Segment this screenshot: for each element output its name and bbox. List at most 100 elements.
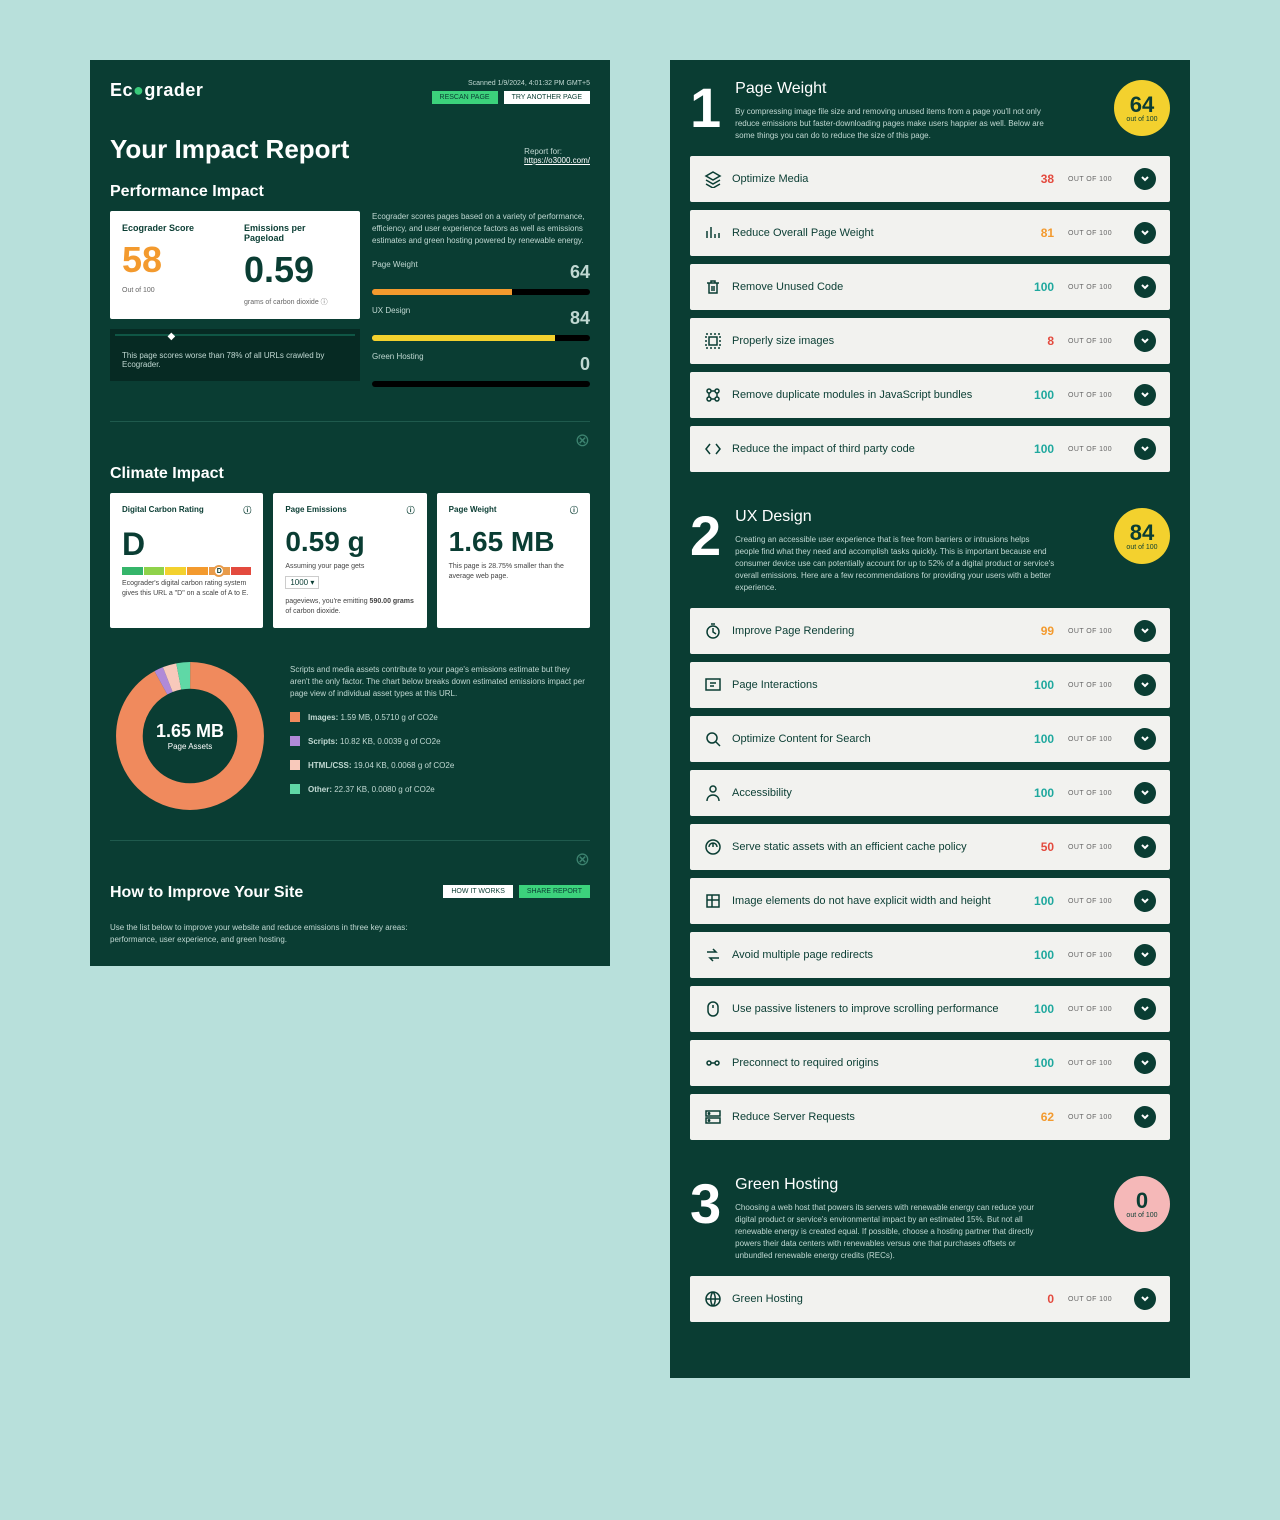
recommendation-row[interactable]: Green Hosting 0 OUT OF 100 xyxy=(690,1276,1170,1322)
expand-arrow-icon[interactable] xyxy=(1134,384,1156,406)
code-icon xyxy=(704,440,722,458)
recommendation-label: Serve static assets with an efficient ca… xyxy=(732,841,1031,853)
expand-arrow-icon[interactable] xyxy=(1134,330,1156,352)
try-another-button[interactable]: TRY ANOTHER PAGE xyxy=(504,91,590,104)
recommendation-score: 100 xyxy=(1034,388,1054,402)
recommendation-row[interactable]: Improve Page Rendering 99 OUT OF 100 xyxy=(690,608,1170,654)
crawl-note: ◆ This page scores worse than 78% of all… xyxy=(110,329,360,381)
expand-arrow-icon[interactable] xyxy=(1134,890,1156,912)
recommendation-row[interactable]: Reduce Overall Page Weight 81 OUT OF 100 xyxy=(690,210,1170,256)
carbon-rating-card: Digital Carbon Ratingⓘ D D Ecograder's d… xyxy=(110,493,263,628)
dims-icon xyxy=(704,892,722,910)
recommendation-row[interactable]: Reduce Server Requests 62 OUT OF 100 xyxy=(690,1094,1170,1140)
recommendation-score: 99 xyxy=(1041,624,1054,638)
recommendation-label: Remove duplicate modules in JavaScript b… xyxy=(732,389,1024,401)
recommendation-label: Use passive listeners to improve scrolli… xyxy=(732,1003,1024,1015)
server-icon xyxy=(704,1108,722,1126)
recommendation-row[interactable]: Properly size images 8 OUT OF 100 xyxy=(690,318,1170,364)
expand-arrow-icon[interactable] xyxy=(1134,1106,1156,1128)
score-label: Ecograder Score xyxy=(122,223,226,233)
donut-label: Page Assets xyxy=(168,742,212,751)
recommendation-row[interactable]: Optimize Content for Search 100 OUT OF 1… xyxy=(690,716,1170,762)
how-it-works-button[interactable]: HOW IT WORKS xyxy=(443,885,513,898)
expand-arrow-icon[interactable] xyxy=(1134,674,1156,696)
expand-arrow-icon[interactable] xyxy=(1134,944,1156,966)
recommendation-label: Page Interactions xyxy=(732,679,1024,691)
preconnect-icon xyxy=(704,1054,722,1072)
recommendation-score: 81 xyxy=(1041,226,1054,240)
recommendation-row[interactable]: Reduce the impact of third party code 10… xyxy=(690,426,1170,472)
expand-arrow-icon[interactable] xyxy=(1134,836,1156,858)
report-url-link[interactable]: https://o3000.com/ xyxy=(524,156,590,165)
recommendation-score: 100 xyxy=(1034,732,1054,746)
expand-arrow-icon[interactable] xyxy=(1134,998,1156,1020)
recommendation-score: 62 xyxy=(1041,1110,1054,1124)
leaf-icon: ⊗ xyxy=(110,430,590,451)
recommendation-row[interactable]: Optimize Media 38 OUT OF 100 xyxy=(690,156,1170,202)
section-score-badge: 64out of 100 xyxy=(1114,80,1170,136)
recommendation-label: Reduce Overall Page Weight xyxy=(732,227,1031,239)
emissions-big: 0.59 g xyxy=(285,526,414,558)
rescan-button[interactable]: RESCAN PAGE xyxy=(432,91,498,104)
recommendation-row[interactable]: Remove duplicate modules in JavaScript b… xyxy=(690,372,1170,418)
section-number: 2 xyxy=(690,508,721,564)
emissions-sub: grams of carbon dioxide ⓘ xyxy=(244,297,348,307)
person-icon xyxy=(704,784,722,802)
grade-segment xyxy=(231,567,252,575)
legend-item: Other: 22.37 KB, 0.0080 g of CO2e xyxy=(290,784,590,794)
recommendation-label: Remove Unused Code xyxy=(732,281,1024,293)
expand-arrow-icon[interactable] xyxy=(1134,1052,1156,1074)
info-icon[interactable]: ⓘ xyxy=(243,505,251,516)
search-icon xyxy=(704,730,722,748)
recommendation-row[interactable]: Accessibility 100 OUT OF 100 xyxy=(690,770,1170,816)
recommendation-label: Improve Page Rendering xyxy=(732,625,1031,637)
section-description: Choosing a web host that powers its serv… xyxy=(735,1202,1055,1262)
section-title: UX Design xyxy=(735,508,1100,526)
recommendation-row[interactable]: Page Interactions 100 OUT OF 100 xyxy=(690,662,1170,708)
recommendation-row[interactable]: Image elements do not have explicit widt… xyxy=(690,878,1170,924)
pageviews-select[interactable]: 1000 ▾ xyxy=(285,576,319,589)
info-icon[interactable]: ⓘ xyxy=(407,505,415,516)
section-score-badge: 84out of 100 xyxy=(1114,508,1170,564)
recommendation-out: OUT OF 100 xyxy=(1068,446,1112,453)
recommendation-row[interactable]: Preconnect to required origins 100 OUT O… xyxy=(690,1040,1170,1086)
section-title: Green Hosting xyxy=(735,1176,1100,1194)
section-description: Creating an accessible user experience t… xyxy=(735,534,1055,594)
recommendation-out: OUT OF 100 xyxy=(1068,284,1112,291)
expand-arrow-icon[interactable] xyxy=(1134,222,1156,244)
recommendation-out: OUT OF 100 xyxy=(1068,736,1112,743)
recommendation-row[interactable]: Remove Unused Code 100 OUT OF 100 xyxy=(690,264,1170,310)
expand-arrow-icon[interactable] xyxy=(1134,276,1156,298)
section-header: 3 Green Hosting Choosing a web host that… xyxy=(690,1176,1170,1262)
grade-segment: D xyxy=(209,567,230,575)
info-icon[interactable]: ⓘ xyxy=(570,505,578,516)
report-panel-left: Ec●grader Scanned 1/9/2024, 4:01:32 PM G… xyxy=(90,60,610,966)
expand-arrow-icon[interactable] xyxy=(1134,1288,1156,1310)
recommendation-score: 50 xyxy=(1041,840,1054,854)
grade-segment xyxy=(187,567,208,575)
recommendation-score: 100 xyxy=(1034,1002,1054,1016)
interact-icon xyxy=(704,676,722,694)
modules-icon xyxy=(704,386,722,404)
section-number: 1 xyxy=(690,80,721,136)
recommendation-out: OUT OF 100 xyxy=(1068,392,1112,399)
recommendation-row[interactable]: Avoid multiple page redirects 100 OUT OF… xyxy=(690,932,1170,978)
donut-area: 1.65 MB Page Assets Scripts and media as… xyxy=(110,656,590,816)
expand-arrow-icon[interactable] xyxy=(1134,168,1156,190)
expand-arrow-icon[interactable] xyxy=(1134,782,1156,804)
share-report-button[interactable]: SHARE REPORT xyxy=(519,885,590,898)
metric-bar: Page Weight64 xyxy=(372,259,590,295)
expand-arrow-icon[interactable] xyxy=(1134,438,1156,460)
expand-arrow-icon[interactable] xyxy=(1134,620,1156,642)
recommendation-row[interactable]: Serve static assets with an efficient ca… xyxy=(690,824,1170,870)
score-card: Ecograder Score 58 Out of 100 Emissions … xyxy=(110,211,360,319)
section-header: 2 UX Design Creating an accessible user … xyxy=(690,508,1170,594)
logo: Ec●grader xyxy=(110,80,203,101)
recommendation-row[interactable]: Use passive listeners to improve scrolli… xyxy=(690,986,1170,1032)
recommendation-score: 100 xyxy=(1034,678,1054,692)
recommendation-label: Properly size images xyxy=(732,335,1037,347)
recommendation-score: 100 xyxy=(1034,948,1054,962)
recommendation-label: Optimize Media xyxy=(732,173,1031,185)
expand-arrow-icon[interactable] xyxy=(1134,728,1156,750)
leaf-icon: ⊗ xyxy=(110,849,590,870)
